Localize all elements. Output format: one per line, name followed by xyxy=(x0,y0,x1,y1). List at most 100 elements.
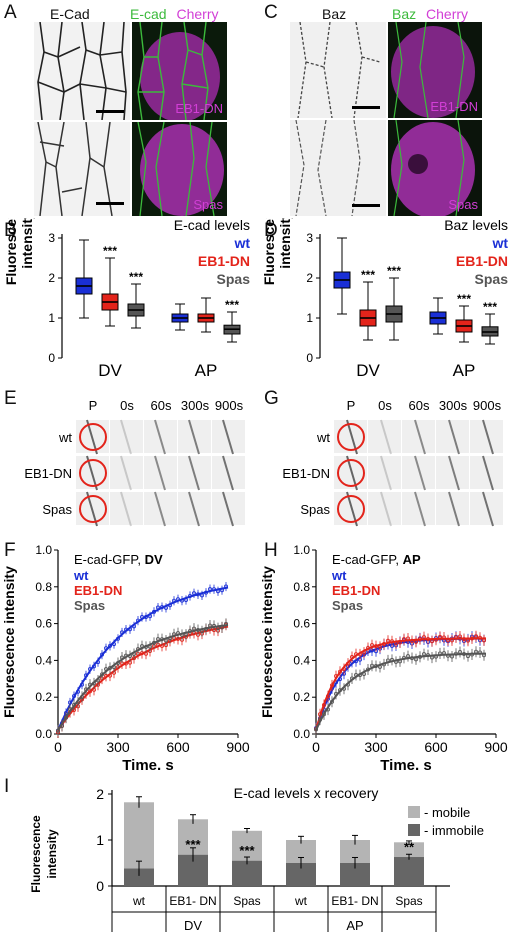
data-point xyxy=(124,661,129,666)
genotype-label: EB1-DN xyxy=(24,466,72,481)
fit-curve xyxy=(315,637,486,731)
data-point xyxy=(100,652,105,657)
panel-label-c: C xyxy=(264,2,278,23)
data-point xyxy=(457,634,462,639)
junction-line xyxy=(120,491,132,527)
junction-line xyxy=(154,491,166,527)
data-point xyxy=(374,644,379,649)
data-point xyxy=(80,694,85,699)
data-point xyxy=(131,624,136,629)
data-point xyxy=(64,715,69,720)
panel-label-e: E xyxy=(4,388,17,409)
data-point xyxy=(203,590,208,595)
data-point xyxy=(421,652,426,657)
data-point xyxy=(96,678,101,683)
legend-entry: Spas xyxy=(217,271,251,287)
frap-frame xyxy=(368,420,401,453)
panel-c-green-title: Baz xyxy=(392,6,417,22)
legend-swatch-mobile xyxy=(408,806,420,818)
data-point xyxy=(76,700,81,705)
scale-bar xyxy=(352,106,380,109)
data-point xyxy=(389,657,394,662)
data-point xyxy=(199,593,204,598)
data-point xyxy=(437,634,442,639)
legend-entry: Spas xyxy=(475,271,509,287)
y-tick-label: 2 xyxy=(306,271,313,285)
category-label: Spas xyxy=(233,894,260,908)
data-point xyxy=(72,702,77,707)
data-point xyxy=(441,635,446,640)
data-point xyxy=(393,659,398,664)
x-tick-label: 600 xyxy=(166,739,190,755)
data-point xyxy=(155,637,160,642)
y-tick-label: 0.2 xyxy=(293,690,310,704)
x-tick-label: 900 xyxy=(226,739,250,755)
significance-mark: *** xyxy=(361,268,375,282)
data-point xyxy=(370,663,375,668)
timepoint-label: 300s xyxy=(439,398,468,413)
y-axis-label-line2: intensity xyxy=(45,829,59,879)
data-point xyxy=(211,587,216,592)
x-tick-label: 900 xyxy=(484,739,508,755)
significance-mark: *** xyxy=(457,292,471,306)
bar-mobile xyxy=(286,840,316,863)
data-point xyxy=(104,646,109,651)
data-point xyxy=(139,644,144,649)
data-point xyxy=(477,650,482,655)
genotype-label: EB1-DN xyxy=(282,466,330,481)
bar-immobile xyxy=(340,863,370,886)
chart-title: E-cad levels x recovery xyxy=(234,785,379,801)
data-point xyxy=(358,673,363,678)
junction-line xyxy=(414,491,426,527)
panel-label-b: B xyxy=(4,220,17,241)
data-point xyxy=(223,584,228,589)
y-tick-label: 2 xyxy=(96,786,104,802)
bar-mobile xyxy=(124,802,154,869)
scale-bar xyxy=(352,204,380,207)
data-point xyxy=(433,637,438,642)
legend-entry: EB1-DN xyxy=(74,583,122,598)
data-point xyxy=(215,589,220,594)
data-point xyxy=(330,699,335,704)
significance-mark: *** xyxy=(103,244,117,258)
y-tick-label: 1.0 xyxy=(35,543,52,557)
data-point xyxy=(397,659,402,664)
x-tick-label: 300 xyxy=(364,739,388,755)
data-point xyxy=(108,643,113,648)
significance-mark: ** xyxy=(404,840,415,855)
y-tick-label: 1 xyxy=(48,311,55,325)
panel-a-merge-spas-image: Spas xyxy=(132,122,227,216)
frap-frame xyxy=(368,492,401,525)
legend-entry: wt xyxy=(331,568,347,583)
group-label: AP xyxy=(195,361,218,378)
data-point xyxy=(207,623,212,628)
data-point xyxy=(104,667,109,672)
junction-line xyxy=(188,455,200,491)
panel-e-frap-strip: P 0s 60s 300s 900s wt EB1-DN Spas xyxy=(0,386,258,536)
data-point xyxy=(56,728,61,733)
x-tick-label: 0 xyxy=(54,739,62,755)
x-tick-label: 0 xyxy=(312,739,320,755)
data-point xyxy=(155,605,160,610)
data-point xyxy=(108,665,113,670)
legend-entry: EB1-DN xyxy=(456,253,508,269)
data-point xyxy=(175,631,180,636)
data-point xyxy=(127,654,132,659)
data-point xyxy=(350,655,355,660)
data-point xyxy=(453,651,458,656)
junction-line xyxy=(120,419,132,455)
significance-mark: *** xyxy=(239,843,255,858)
data-point xyxy=(421,635,426,640)
data-point xyxy=(147,644,152,649)
fit-curve xyxy=(57,623,229,731)
scale-bar xyxy=(96,202,124,205)
data-point xyxy=(429,655,434,660)
legend-entry: EB1-DN xyxy=(332,583,380,598)
frap-frame xyxy=(402,420,435,453)
data-point xyxy=(96,660,101,665)
timepoint-label: 300s xyxy=(181,398,210,413)
panel-c-baz-spas-image xyxy=(290,120,386,216)
panel-f-recovery-plot: 0.0 0.2 0.4 0.6 0.8 1.0 0 300 600 900 Time, s Fluor… xyxy=(1,543,250,770)
data-point xyxy=(382,642,387,647)
data-point xyxy=(445,653,450,658)
